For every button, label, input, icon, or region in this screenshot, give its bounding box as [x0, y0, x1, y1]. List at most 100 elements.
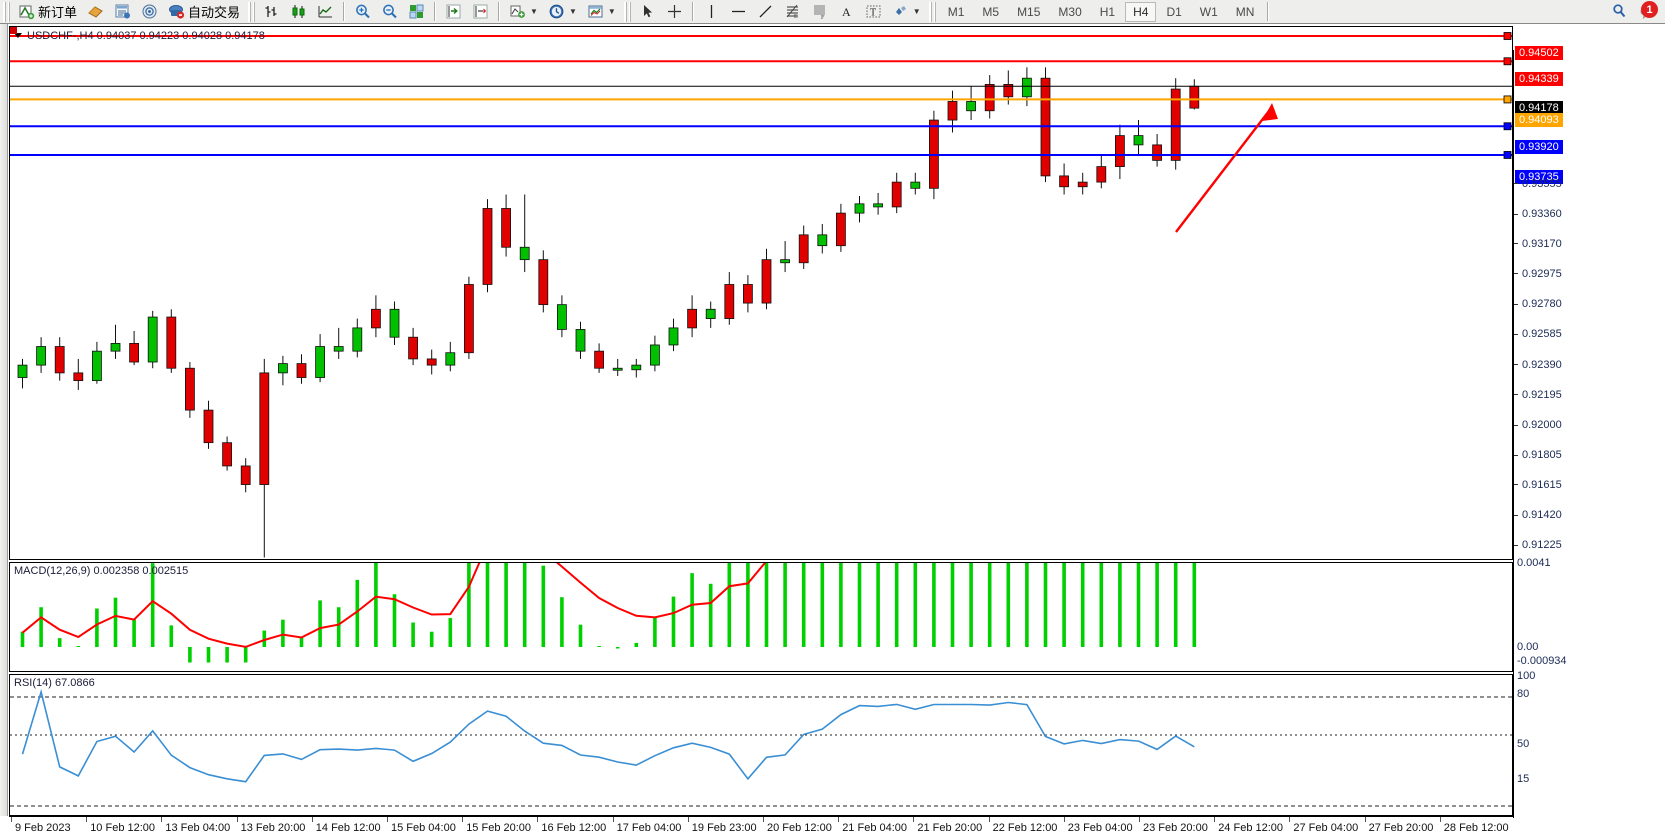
timeframe-h1[interactable]: H1 — [1099, 4, 1116, 19]
toolbar-gripper-4[interactable] — [928, 1, 936, 22]
period-dropdown-icon[interactable]: ▼ — [568, 7, 577, 16]
toolbar-gripper-2[interactable] — [248, 1, 256, 22]
candlestick-chart-button[interactable] — [285, 1, 312, 23]
time-tick-line — [462, 817, 464, 822]
macd-tick: -0.000934 — [1517, 655, 1567, 667]
bar-chart-button[interactable] — [258, 1, 285, 23]
macd-histogram-bar — [467, 563, 471, 647]
macd-histogram-bar — [894, 563, 899, 647]
auto-scroll-button[interactable] — [467, 1, 494, 23]
indicators-button[interactable]: ▼ — [504, 1, 543, 23]
candle-body — [798, 234, 809, 264]
autotrading-button[interactable]: 自动交易 — [163, 1, 245, 23]
indicators-dropdown-icon[interactable]: ▼ — [530, 7, 538, 16]
chart-scroll-left[interactable] — [0, 24, 8, 816]
price-tick-label: 0.93555 — [1522, 177, 1562, 190]
macd-pane[interactable]: MACD(12,26,9) 0.002358 0.002515 — [9, 562, 1513, 672]
zoom-out-button[interactable] — [376, 1, 403, 23]
crosshair-button[interactable] — [661, 1, 688, 23]
period-button[interactable]: ▼ — [543, 1, 582, 23]
toolbar-right-group: 1 — [1611, 1, 1665, 20]
timeframe-w1[interactable]: W1 — [1199, 4, 1218, 19]
timeframe-m1[interactable]: M1 — [947, 4, 965, 19]
toolbar-gripper-3[interactable] — [623, 1, 631, 22]
candle-body — [315, 346, 326, 378]
price-tick: 0.93360 — [1514, 208, 1562, 220]
rsi-pane[interactable]: RSI(14) 67.0866 — [9, 674, 1513, 816]
shapes-caret-icon[interactable]: ▼ — [912, 7, 921, 16]
text-label-icon: T — [865, 3, 882, 20]
price-level-handle[interactable] — [1503, 151, 1512, 159]
text-button[interactable]: A — [833, 1, 860, 23]
rsi-tick: 50 — [1517, 738, 1530, 750]
candle-body — [650, 344, 660, 366]
price-tick-label: 0.92585 — [1522, 328, 1562, 341]
vertical-line-icon — [703, 3, 720, 20]
time-tick-label: 27 Feb 20:00 — [1368, 822, 1434, 834]
price-tick: 0.92975 — [1514, 268, 1562, 280]
price-tag-0.94093[interactable]: 0.94093 — [1515, 113, 1563, 127]
data-window-icon — [114, 3, 131, 20]
trendline-button[interactable] — [752, 1, 779, 23]
shapes-button[interactable]: ▼ — [887, 1, 926, 23]
equidistant-channel-button[interactable]: F — [806, 1, 833, 23]
timeframe-m30[interactable]: M30 — [1058, 4, 1082, 19]
price-tick: 0.92585 — [1514, 328, 1562, 340]
text-label-button[interactable]: T — [860, 1, 887, 23]
macd-histogram-bar — [987, 563, 992, 647]
new-order-button[interactable]: 新订单 — [13, 1, 82, 23]
cursor-button[interactable] — [634, 1, 661, 23]
price-tag-0.93735[interactable]: 0.93735 — [1515, 170, 1563, 184]
templates-button[interactable] — [82, 1, 109, 23]
time-tick-label: 17 Feb 04:00 — [616, 822, 682, 834]
price-tick: 0.91420 — [1514, 509, 1562, 521]
tile-windows-button[interactable] — [403, 1, 430, 23]
candle-body — [538, 259, 549, 306]
alerts-button[interactable]: 1 — [1638, 1, 1658, 20]
templates-dropdown-button[interactable]: ▼ — [582, 1, 621, 23]
timeframe-d1[interactable]: D1 — [1166, 4, 1182, 19]
price-level-handle[interactable] — [1503, 95, 1512, 104]
candle-body — [557, 304, 567, 330]
chart-shift-icon — [445, 3, 462, 20]
time-tick-line — [1439, 817, 1441, 822]
toolbar-gripper-1[interactable] — [3, 1, 10, 22]
candle-body — [1133, 135, 1144, 146]
timeframe-m15[interactable]: M15 — [1017, 4, 1041, 19]
templates-caret-icon[interactable]: ▼ — [607, 7, 616, 16]
timeframe-m5[interactable]: M5 — [982, 4, 1000, 19]
search-icon[interactable] — [1611, 3, 1628, 20]
tick-dash — [1514, 514, 1518, 516]
symbol-dropdown-icon[interactable] — [14, 33, 22, 38]
price-tag-0.94502[interactable]: 0.94502 — [1515, 46, 1563, 60]
horizontal-line-button[interactable] — [725, 1, 752, 23]
timeframe-h4[interactable]: H4 — [1125, 1, 1157, 22]
zoom-in-button[interactable] — [349, 1, 376, 23]
line-chart-button[interactable] — [312, 1, 339, 23]
price-level-handle[interactable] — [1503, 32, 1512, 40]
autotrading-icon — [168, 3, 185, 20]
candle-body — [631, 364, 642, 371]
price-scale[interactable]: 0.94502 0.94339 0.94178 0.94093 0.93920 0.937… — [1513, 46, 1665, 818]
vertical-line-button[interactable] — [698, 1, 725, 23]
chart-shift-button[interactable] — [440, 1, 467, 23]
price-level-handle[interactable] — [1503, 57, 1512, 66]
candle-body — [54, 346, 65, 374]
price-pane[interactable]: USDCHF-,H4 0.94037 0.94223 0.94028 0.941… — [9, 26, 1513, 560]
signals-button[interactable] — [136, 1, 163, 23]
time-tick-line — [161, 817, 163, 822]
price-tag-0.94339[interactable]: 0.94339 — [1515, 72, 1563, 86]
time-tick-line — [913, 817, 915, 822]
price-tag-0.93920[interactable]: 0.93920 — [1515, 140, 1563, 154]
timeframe-mn[interactable]: MN — [1235, 4, 1255, 19]
fibonacci-button[interactable]: E — [779, 1, 806, 23]
time-tick-label: 20 Feb 12:00 — [767, 822, 832, 834]
price-level-handle[interactable] — [1503, 122, 1512, 131]
data-window-button[interactable] — [109, 1, 136, 23]
time-scale[interactable]: 9 Feb 2023 10 Feb 12:00 13 Feb 04:00 13 Feb… — [9, 816, 1513, 840]
time-tick-label: 13 Feb 20:00 — [240, 822, 306, 834]
price-tag-0.94178[interactable]: 0.94178 — [1515, 101, 1563, 115]
macd-histogram-bar — [336, 607, 341, 647]
candle-body — [1152, 144, 1162, 161]
candle-body — [184, 367, 195, 411]
